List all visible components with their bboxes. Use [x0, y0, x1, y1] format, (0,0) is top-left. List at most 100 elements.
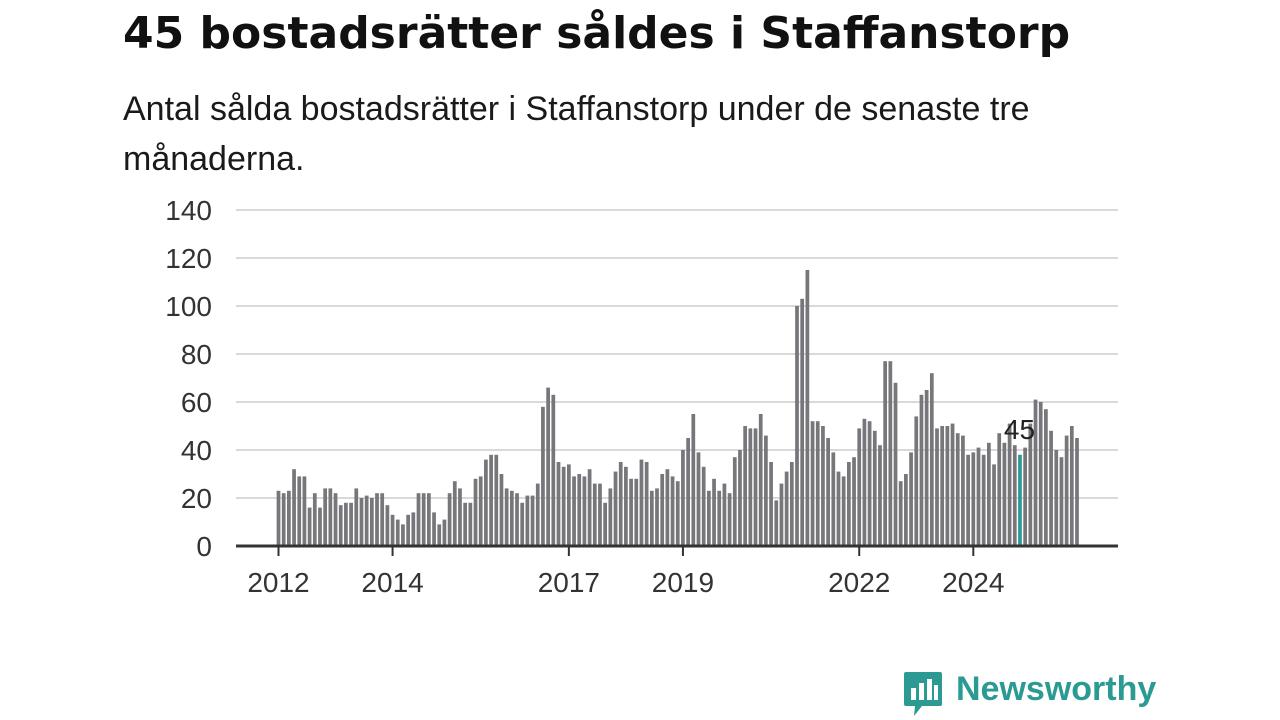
bar — [618, 462, 623, 546]
bar — [722, 483, 727, 546]
bar — [551, 394, 556, 546]
bar — [411, 512, 416, 546]
bar — [857, 428, 862, 546]
bar — [727, 493, 732, 546]
bar — [452, 481, 457, 546]
bar — [1007, 423, 1012, 546]
bar — [986, 442, 991, 546]
bar — [789, 462, 794, 546]
bar — [634, 478, 639, 546]
bar — [961, 435, 965, 546]
bar — [1075, 438, 1079, 546]
bar — [344, 502, 348, 546]
bar — [302, 476, 307, 546]
bar — [929, 373, 934, 546]
bar — [800, 298, 805, 546]
bar — [276, 490, 281, 546]
bar — [738, 450, 742, 546]
bar — [1044, 409, 1048, 546]
bar — [566, 464, 571, 546]
bar — [821, 426, 825, 546]
bar — [774, 500, 779, 546]
bar — [950, 423, 955, 546]
axes — [236, 544, 1118, 556]
bar — [515, 493, 519, 546]
bar — [541, 406, 545, 546]
bar — [395, 519, 400, 546]
bar — [681, 450, 685, 546]
newsworthy-chart-logo-icon — [904, 672, 942, 716]
bar — [478, 476, 483, 546]
bar — [815, 421, 820, 546]
bar — [535, 483, 540, 546]
bar — [582, 476, 587, 546]
y-tick-label: 120 — [165, 243, 212, 274]
x-tick-label: 2019 — [652, 567, 714, 598]
bar — [390, 514, 395, 546]
bar — [577, 474, 582, 546]
bar — [826, 438, 830, 546]
bar — [509, 490, 514, 546]
x-tick-label: 2014 — [361, 567, 423, 598]
bar — [613, 471, 618, 546]
bar — [1069, 426, 1074, 546]
bar — [997, 433, 1002, 546]
bar — [364, 495, 369, 546]
bar — [670, 476, 675, 546]
bar — [924, 390, 929, 546]
bar — [935, 428, 939, 546]
bar — [328, 488, 333, 546]
bar — [385, 505, 390, 546]
bar — [686, 438, 690, 546]
bar — [696, 452, 701, 546]
bar — [624, 466, 628, 546]
x-tick-label: 2017 — [538, 567, 600, 598]
bar — [473, 478, 478, 546]
bar — [852, 457, 856, 546]
bar — [463, 502, 468, 546]
bars — [276, 270, 1079, 546]
chart-title: 45 bostadsrätter såldes i Staffanstorp — [123, 8, 1071, 59]
chart-subtitle: Antal sålda bostadsrätter i Staffanstorp… — [123, 90, 1030, 178]
bar — [717, 490, 722, 546]
y-tick-label: 0 — [196, 531, 212, 562]
bar — [608, 488, 613, 546]
bar — [675, 481, 680, 546]
bar — [468, 502, 473, 546]
bar — [629, 478, 633, 546]
highlighted-bar — [1018, 454, 1022, 546]
bar — [919, 394, 924, 546]
bar — [401, 524, 405, 546]
bar — [349, 502, 353, 546]
bar — [338, 505, 343, 546]
bar — [955, 433, 960, 546]
bar — [572, 476, 576, 546]
bar — [442, 519, 447, 546]
bar — [489, 454, 493, 546]
y-tick-label: 40 — [181, 435, 212, 466]
bar — [743, 426, 748, 546]
bar — [644, 462, 649, 546]
bar — [976, 447, 981, 546]
bar — [893, 382, 898, 546]
bar — [494, 454, 499, 546]
bar — [592, 483, 597, 546]
bar — [795, 306, 799, 546]
bar — [758, 414, 763, 546]
bar — [406, 514, 410, 546]
bar — [530, 495, 535, 546]
bar — [1002, 442, 1007, 546]
brand-name: Newsworthy — [956, 670, 1157, 708]
bar — [732, 457, 737, 546]
bar — [966, 454, 970, 546]
y-tick-label: 100 — [165, 291, 212, 322]
bar — [1054, 450, 1059, 546]
bar — [1059, 457, 1064, 546]
bar — [504, 488, 509, 546]
bar — [1049, 430, 1053, 546]
y-tick-label: 20 — [181, 483, 212, 514]
bar — [805, 270, 810, 546]
bar — [655, 488, 659, 546]
bar — [1033, 399, 1038, 546]
bar — [945, 426, 950, 546]
